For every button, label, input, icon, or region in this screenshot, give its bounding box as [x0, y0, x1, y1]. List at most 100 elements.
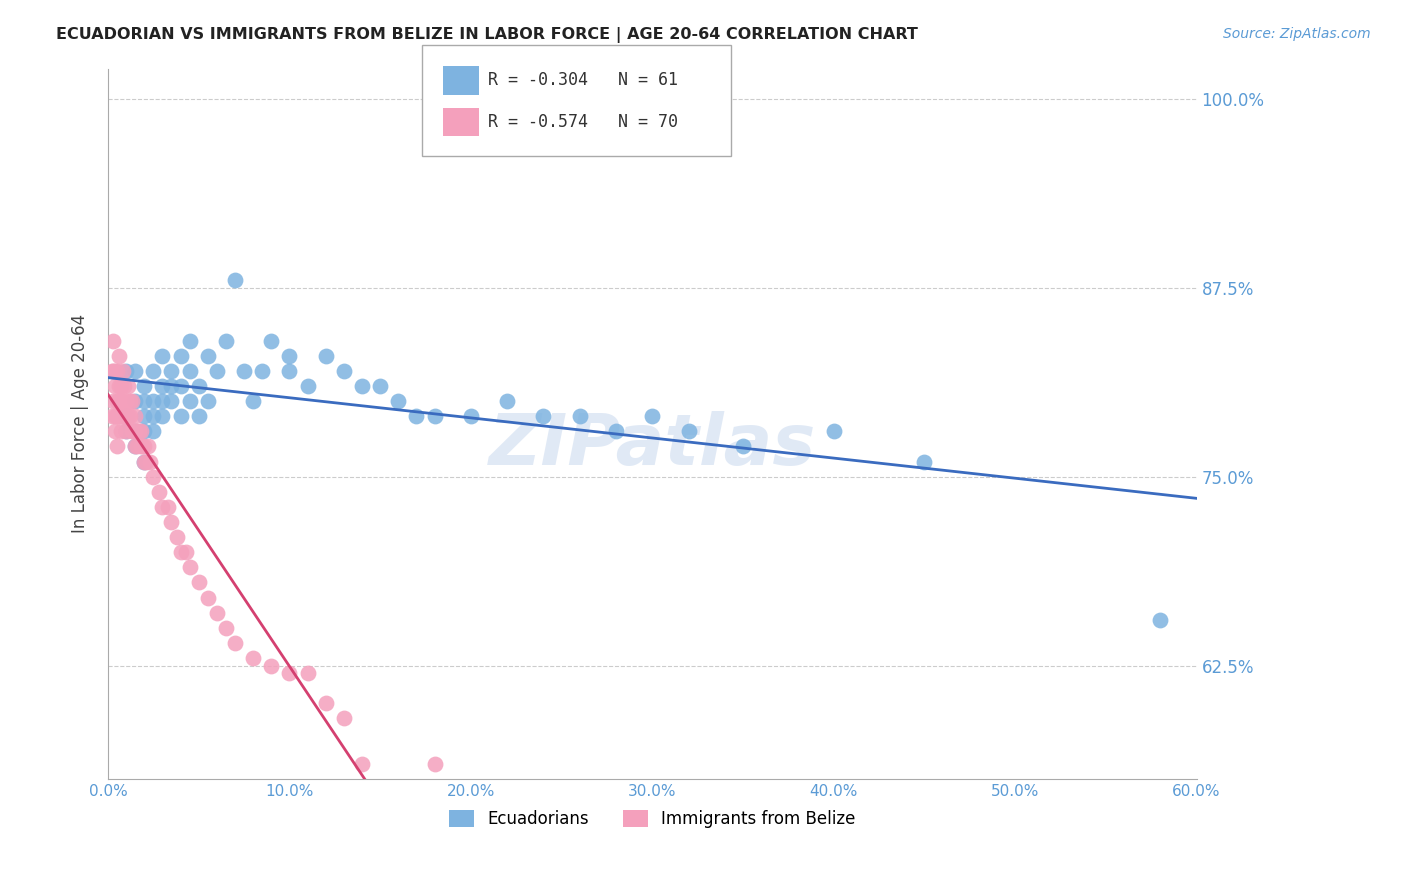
- Point: [105, 409, 128, 424]
- Point: [179, 394, 201, 409]
- Point: [297, 666, 319, 681]
- Point: [122, 424, 145, 438]
- Point: [166, 530, 188, 544]
- Point: [187, 409, 209, 424]
- Point: [112, 379, 135, 393]
- Point: [297, 379, 319, 393]
- Point: [108, 394, 131, 409]
- Legend: Ecuadorians, Immigrants from Belize: Ecuadorians, Immigrants from Belize: [443, 803, 862, 835]
- Point: [124, 394, 146, 409]
- Point: [169, 379, 191, 393]
- Point: [129, 439, 152, 453]
- Point: [731, 439, 754, 453]
- Point: [152, 349, 174, 363]
- Point: [914, 454, 936, 468]
- Point: [215, 621, 238, 635]
- Point: [100, 409, 122, 424]
- Point: [233, 364, 256, 378]
- Point: [111, 394, 134, 409]
- Point: [134, 424, 156, 438]
- Point: [104, 379, 127, 393]
- Point: [142, 409, 165, 424]
- Point: [250, 364, 273, 378]
- Point: [315, 697, 337, 711]
- Point: [104, 424, 127, 438]
- Point: [142, 424, 165, 438]
- Point: [169, 409, 191, 424]
- Point: [678, 424, 700, 438]
- Point: [134, 439, 156, 453]
- Point: [118, 394, 141, 409]
- Point: [128, 424, 150, 438]
- Point: [110, 394, 132, 409]
- Point: [215, 334, 238, 348]
- Point: [104, 409, 127, 424]
- Point: [197, 394, 219, 409]
- Point: [242, 394, 264, 409]
- Point: [108, 379, 131, 393]
- Point: [129, 424, 152, 438]
- Point: [152, 394, 174, 409]
- Text: ECUADORIAN VS IMMIGRANTS FROM BELIZE IN LABOR FORCE | AGE 20-64 CORRELATION CHAR: ECUADORIAN VS IMMIGRANTS FROM BELIZE IN …: [56, 27, 918, 43]
- Point: [135, 454, 157, 468]
- Point: [179, 364, 201, 378]
- Point: [105, 364, 128, 378]
- Point: [134, 379, 156, 393]
- Point: [124, 439, 146, 453]
- Point: [205, 364, 228, 378]
- Point: [224, 636, 246, 650]
- Point: [115, 409, 138, 424]
- Y-axis label: In Labor Force | Age 20-64: In Labor Force | Age 20-64: [72, 314, 89, 533]
- Point: [142, 364, 165, 378]
- Point: [142, 469, 165, 483]
- Point: [136, 439, 159, 453]
- Point: [124, 364, 146, 378]
- Point: [108, 349, 131, 363]
- Point: [160, 515, 183, 529]
- Point: [333, 711, 356, 725]
- Point: [568, 409, 591, 424]
- Point: [187, 575, 209, 590]
- Point: [115, 364, 138, 378]
- Point: [105, 394, 128, 409]
- Point: [333, 364, 356, 378]
- Point: [111, 409, 134, 424]
- Point: [496, 394, 519, 409]
- Point: [134, 454, 156, 468]
- Point: [117, 409, 139, 424]
- Point: [156, 500, 179, 514]
- Point: [278, 666, 301, 681]
- Point: [187, 379, 209, 393]
- Text: Source: ZipAtlas.com: Source: ZipAtlas.com: [1223, 27, 1371, 41]
- Point: [278, 364, 301, 378]
- Point: [115, 424, 138, 438]
- Point: [134, 454, 156, 468]
- Point: [103, 394, 125, 409]
- Point: [121, 394, 143, 409]
- Point: [368, 379, 391, 393]
- Text: R = -0.574   N = 70: R = -0.574 N = 70: [488, 113, 678, 131]
- Point: [124, 439, 146, 453]
- Point: [142, 394, 165, 409]
- Point: [260, 658, 283, 673]
- Point: [148, 484, 170, 499]
- Point: [100, 364, 122, 378]
- Point: [423, 756, 446, 771]
- Point: [160, 394, 183, 409]
- Point: [152, 500, 174, 514]
- Point: [131, 439, 153, 453]
- Point: [160, 379, 183, 393]
- Point: [387, 394, 409, 409]
- Point: [152, 379, 174, 393]
- Point: [533, 409, 555, 424]
- Point: [205, 606, 228, 620]
- Point: [460, 409, 482, 424]
- Point: [197, 591, 219, 605]
- Point: [103, 334, 125, 348]
- Point: [124, 424, 146, 438]
- Point: [1149, 613, 1171, 627]
- Point: [104, 364, 127, 378]
- Point: [152, 409, 174, 424]
- Point: [260, 334, 283, 348]
- Point: [124, 424, 146, 438]
